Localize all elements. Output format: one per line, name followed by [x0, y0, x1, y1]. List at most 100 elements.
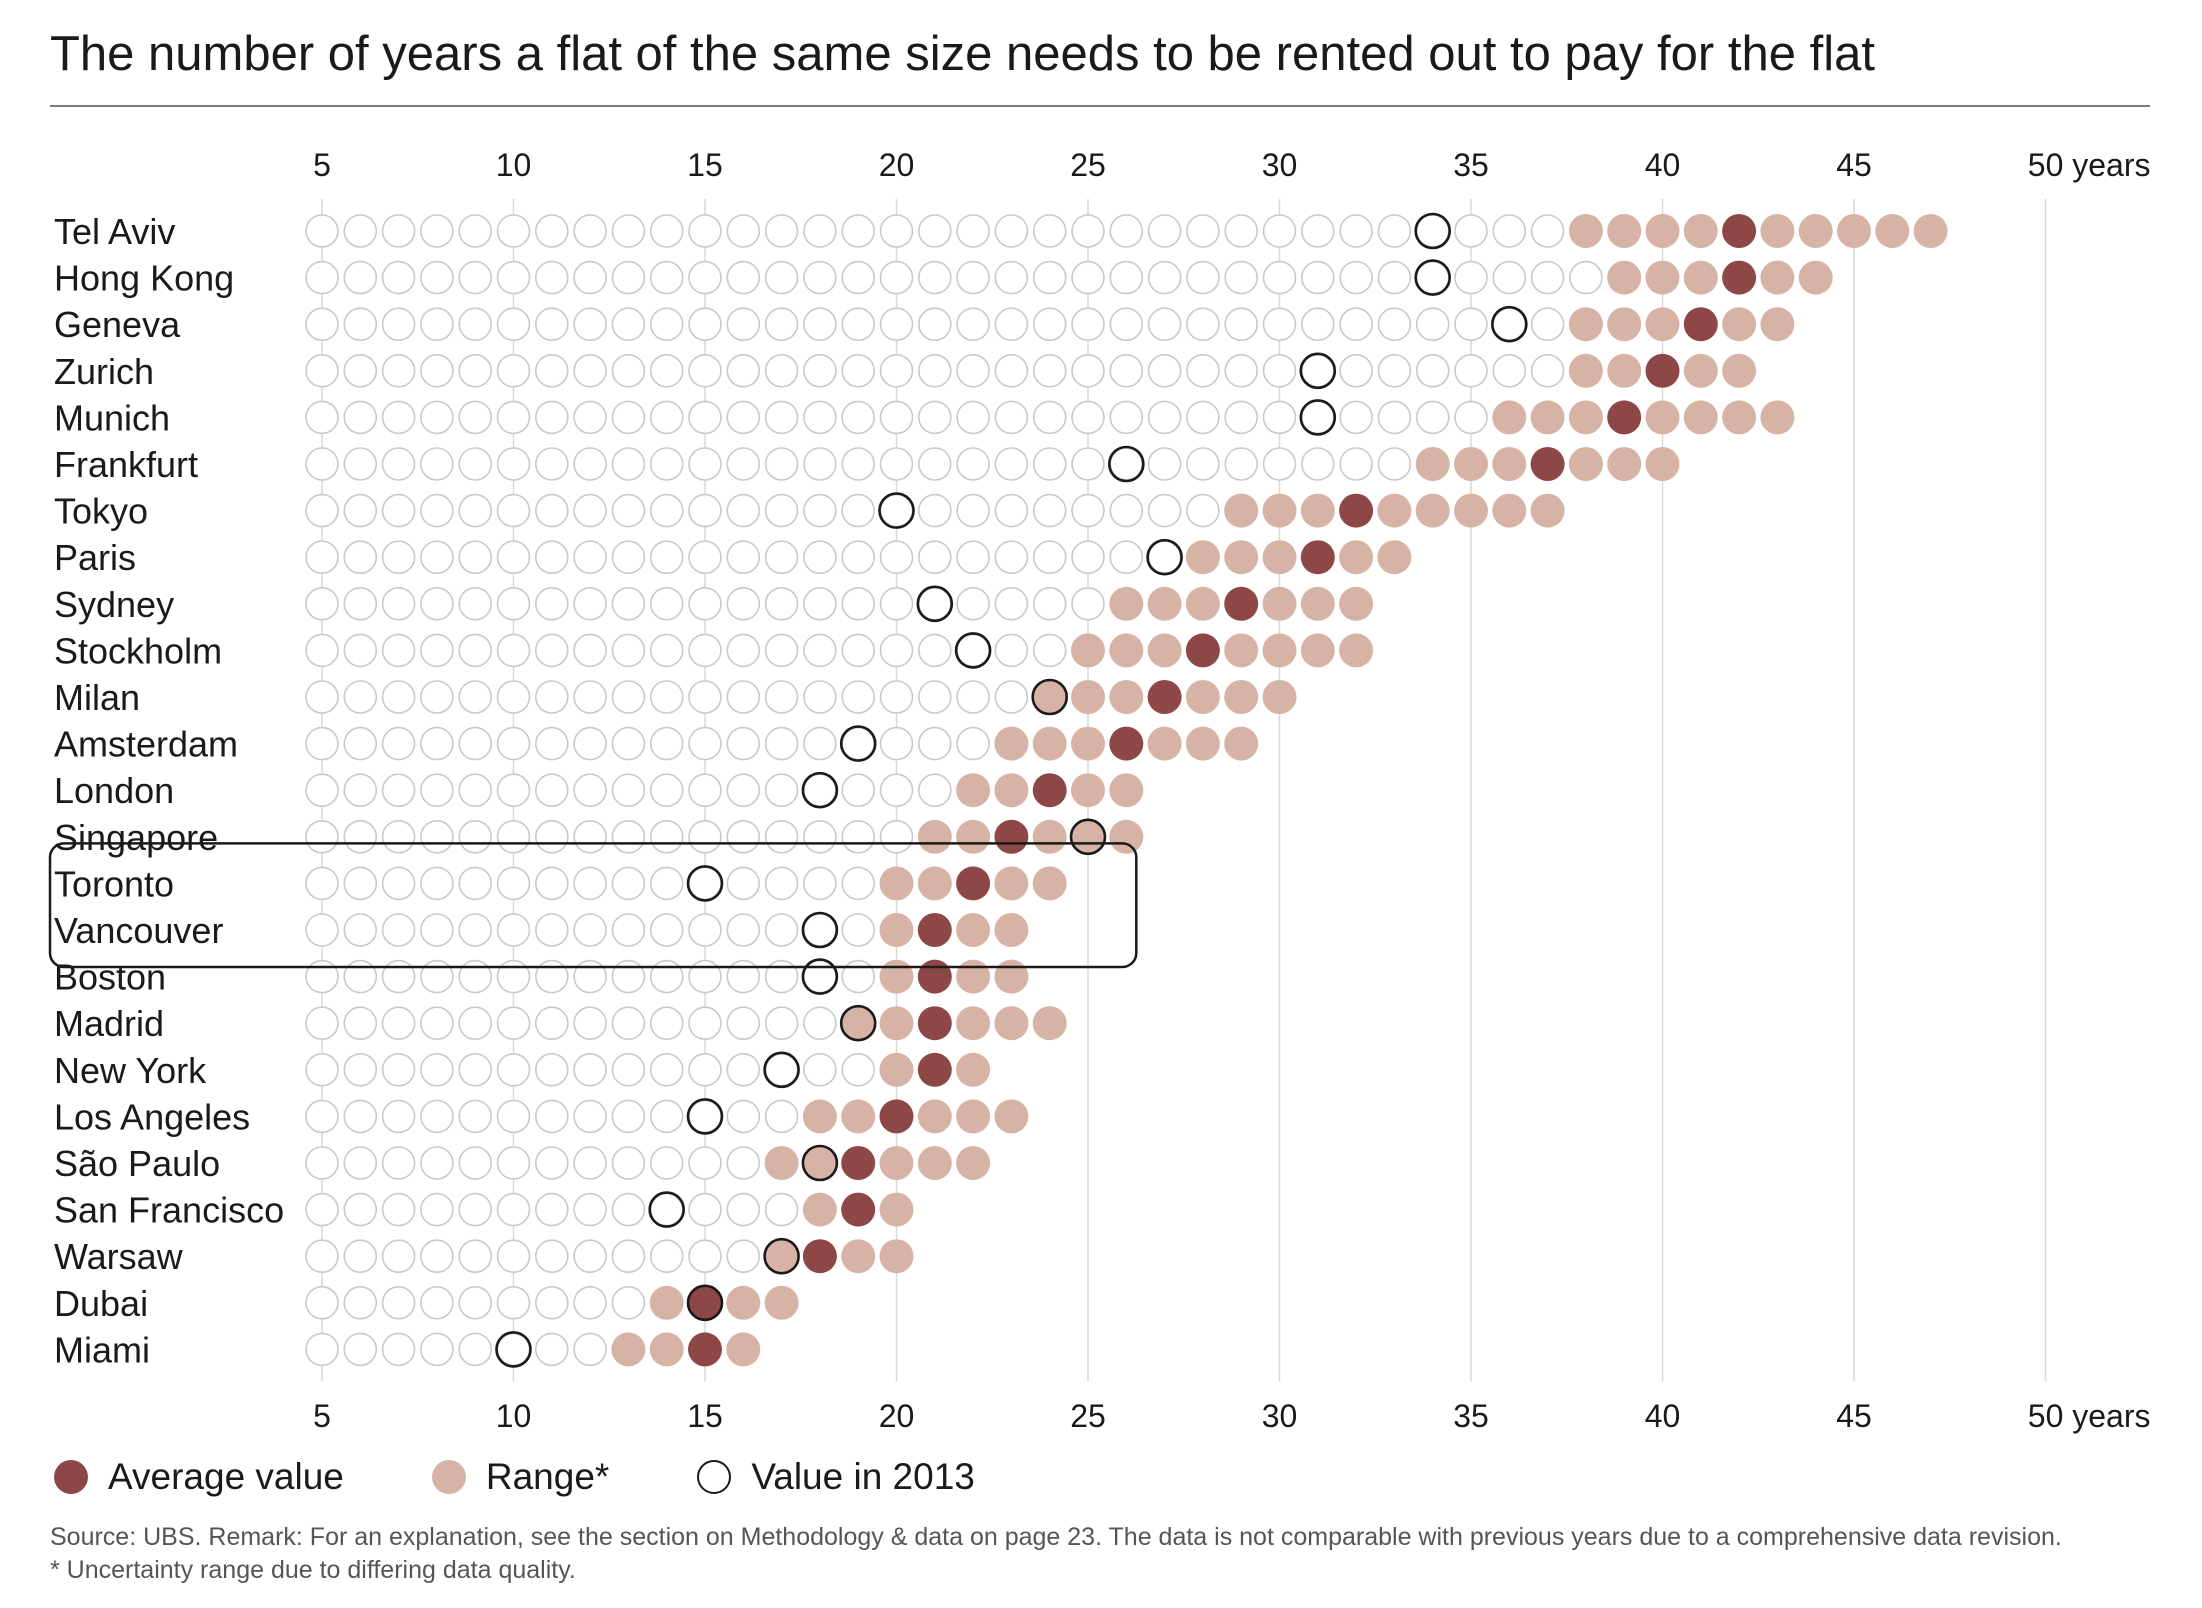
empty-dot: [803, 214, 837, 248]
range-dot: [917, 1146, 952, 1180]
empty-dot: [1301, 214, 1335, 248]
empty-dot: [458, 540, 493, 575]
empty-dot: [381, 493, 416, 528]
range-dot: [956, 1052, 991, 1087]
range-dot: [726, 1285, 761, 1320]
empty-dot: [649, 1006, 684, 1041]
empty-dot: [726, 260, 761, 295]
empty-dot: [305, 586, 339, 621]
range-dot: [1645, 260, 1680, 295]
empty-dot: [343, 307, 378, 342]
value-2013-marker: [763, 1237, 800, 1275]
empty-dot: [305, 1053, 339, 1087]
empty-dot: [343, 913, 378, 947]
empty-dot: [611, 866, 646, 901]
average-dot: [1147, 680, 1182, 714]
city-row: Zurich: [54, 351, 1757, 392]
empty-dot: [573, 1332, 607, 1367]
city-row: Boston: [54, 957, 1029, 998]
empty-dot: [649, 680, 684, 714]
empty-dot: [841, 214, 876, 248]
range-dot: [1224, 493, 1259, 528]
empty-dot: [420, 447, 454, 481]
empty-dot: [1032, 447, 1067, 481]
empty-dot: [343, 773, 378, 808]
empty-dot: [841, 680, 876, 714]
range-dot: [917, 819, 952, 854]
empty-dot: [1492, 214, 1527, 248]
empty-dot: [611, 214, 646, 248]
empty-dot: [496, 866, 531, 901]
range-dot: [1798, 260, 1833, 295]
empty-dot: [611, 307, 646, 342]
empty-dot: [534, 726, 569, 761]
empty-dot: [458, 1286, 493, 1320]
empty-dot: [534, 1006, 569, 1041]
empty-dot: [458, 1192, 493, 1227]
range-dot: [1071, 680, 1105, 714]
empty-dot: [803, 726, 837, 761]
empty-dot: [917, 773, 952, 808]
empty-dot: [1109, 214, 1144, 248]
x-tick-label-bottom: 20: [879, 1398, 915, 1434]
empty-dot: [573, 913, 607, 947]
empty-dot: [1262, 307, 1297, 342]
empty-dot: [764, 493, 799, 528]
empty-dot: [649, 913, 684, 947]
empty-dot: [649, 540, 684, 575]
legend: Average value Range* Value in 2013: [54, 1452, 1063, 1502]
range-dot: [1109, 586, 1144, 621]
value-2013-marker: [878, 492, 915, 529]
empty-dot: [841, 260, 876, 295]
empty-dot: [726, 866, 761, 901]
city-row: Stockholm: [54, 630, 1374, 671]
range-dot: [1377, 493, 1412, 528]
empty-dot: [1147, 307, 1182, 342]
empty-dot: [611, 819, 646, 854]
range-dot: [1607, 307, 1642, 342]
city-label: Sydney: [54, 584, 174, 625]
range-dot: [841, 1006, 876, 1041]
average-dot: [1607, 400, 1642, 435]
empty-dot: [381, 214, 416, 248]
empty-dot: [803, 819, 837, 854]
city-row: San Francisco: [54, 1190, 914, 1231]
empty-dot: [305, 540, 339, 575]
range-dot: [1683, 353, 1718, 388]
empty-dot: [841, 959, 876, 994]
empty-dot: [420, 1099, 454, 1134]
range-dot: [1645, 307, 1680, 342]
empty-dot: [573, 1099, 607, 1134]
x-tick-label-bottom: 15: [687, 1398, 723, 1434]
range-dot: [1875, 214, 1910, 248]
empty-dot: [611, 959, 646, 994]
range-dot: [841, 1239, 876, 1274]
empty-dot: [1109, 260, 1144, 295]
range-dot: [1147, 586, 1182, 621]
empty-dot: [343, 540, 378, 575]
city-label: Paris: [54, 537, 136, 578]
empty-dot: [343, 819, 378, 854]
footnote-line: * Uncertainty range due to differing dat…: [50, 1556, 576, 1584]
x-tick-label-bottom: 25: [1070, 1398, 1106, 1434]
empty-dot: [688, 447, 722, 481]
range-dot: [1032, 1006, 1067, 1041]
value-2013-marker: [801, 1144, 839, 1182]
empty-dot: [381, 959, 416, 994]
empty-dot: [611, 353, 646, 388]
range-dot: [956, 1006, 991, 1041]
empty-dot: [381, 680, 416, 714]
empty-dot: [764, 726, 799, 761]
empty-dot: [841, 447, 876, 481]
range-dot: [994, 1099, 1029, 1134]
range-dot: [956, 1099, 991, 1134]
empty-dot: [688, 1053, 722, 1087]
empty-dot: [1339, 447, 1373, 481]
empty-dot: [688, 1192, 722, 1227]
value-2013-marker: [1299, 352, 1337, 390]
empty-dot: [688, 400, 722, 435]
empty-dot: [343, 866, 378, 901]
empty-dot: [534, 1099, 569, 1134]
empty-dot: [458, 1099, 493, 1134]
empty-dot: [305, 400, 339, 435]
